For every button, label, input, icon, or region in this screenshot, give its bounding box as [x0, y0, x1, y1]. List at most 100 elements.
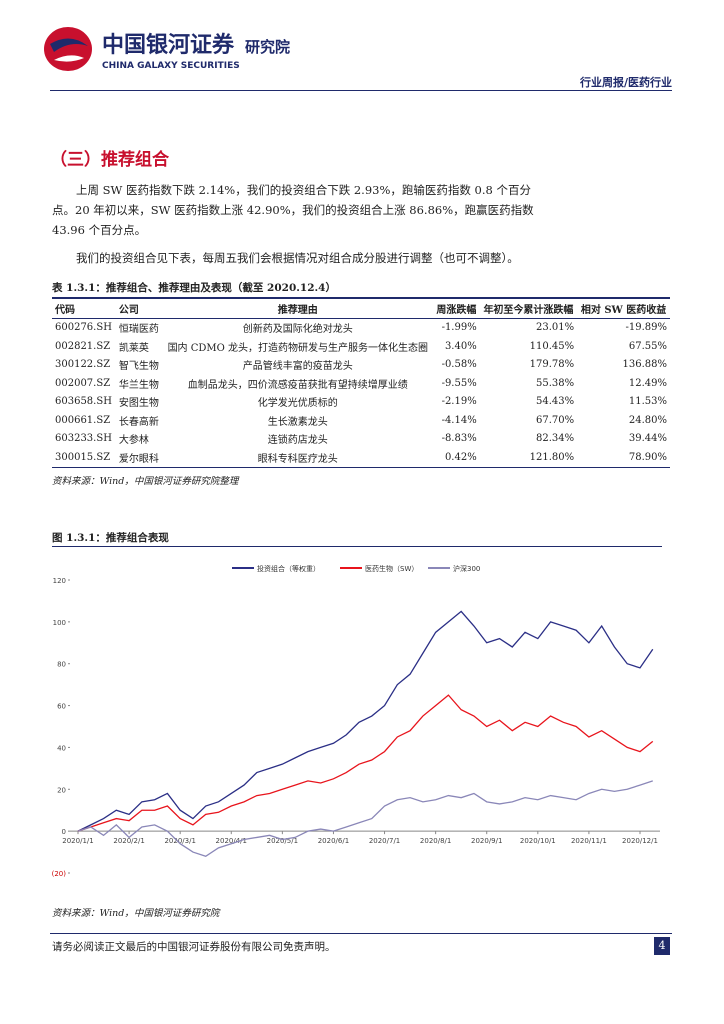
table-cell: -4.14% [441, 414, 477, 426]
table-cell: 生长激素龙头 [267, 416, 328, 428]
column-header: 推荐理由 [162, 297, 434, 319]
table-row: 002007.SZ 华兰生物 血制品龙头，四价流感疫苗获批有望持续增厚业绩 -9.55… [52, 374, 670, 393]
legend-label: 医药生物（SW） [365, 564, 418, 573]
x-tick-label: 2020/1/1 [62, 837, 93, 845]
table-cell: 0.42% [433, 448, 480, 468]
column-header: 相对 SW 医药收益 [577, 297, 670, 319]
figure-caption: 图 1.3.1：推荐组合表现 [52, 532, 169, 544]
y-tick-label: 60 [57, 703, 66, 711]
y-tick-label: 40 [57, 744, 66, 752]
table-cell: 连锁药店龙头 [267, 435, 328, 447]
logo-swoosh [54, 55, 84, 62]
table-cell: 创新药及国际化绝对龙头 [242, 324, 353, 336]
table-row: 000661.SZ 长春高新 生长激素龙头 -4.14% 67.70% 24.80% [52, 411, 670, 430]
table-cell: -2.19% [441, 396, 477, 408]
table-cell: 600276.SH [55, 322, 112, 334]
series-line [77, 780, 653, 857]
x-tick-label: 2020/11/1 [571, 837, 607, 845]
header-rule [50, 90, 672, 91]
table-cell: 136.88% [622, 359, 668, 371]
footer-rule [50, 933, 672, 934]
table-cell: 603658.SH [55, 396, 112, 408]
source: 资料来源：Wind，中国银河证券研究院 [52, 908, 220, 919]
table-cell: 智飞生物 [118, 361, 159, 373]
table-cell: 大参林 [118, 435, 149, 447]
table-cell: 002007.SZ [55, 377, 111, 389]
table-cell: 化学发光优质标的 [257, 398, 338, 410]
column-header: 代码 [52, 297, 116, 319]
table-cell: 110.45% [529, 340, 575, 352]
legend-label: 投资组合（等权重） [257, 564, 320, 573]
table-cell: -0.58% [441, 359, 477, 371]
legend-label: 沪深300 [453, 564, 480, 573]
x-tick-label: 2020/7/1 [369, 837, 400, 845]
y-tick-label: 0 [62, 828, 66, 836]
logo-en: CHINA GALAXY SECURITIES [102, 61, 240, 71]
table-cell: 54.43% [536, 396, 575, 408]
table-cell: 603233.SH [55, 433, 112, 445]
table-cell: 121.80% [479, 448, 578, 468]
x-tick-label: 2020/9/1 [471, 837, 502, 845]
table-cell: 002821.SZ [55, 340, 111, 352]
y-tick-label: 120 [53, 577, 66, 585]
table-cell: 爱尔眼科 [115, 448, 163, 468]
series-line [77, 694, 654, 832]
x-tick-label: 2020/2/1 [113, 837, 144, 845]
table-row: 603658.SH 安图生物 化学发光优质标的 -2.19% 54.43% 11.53% [52, 393, 670, 412]
table-cell: 23.01% [536, 322, 575, 334]
table-cell: 39.44% [628, 433, 667, 445]
table-cell: 78.90% [577, 448, 670, 468]
x-tick-label: 2020/5/1 [267, 837, 298, 845]
paragraph: 我们的投资组合见下表，每周五我们会根据情况对组合成分股进行调整（也可不调整）。 [76, 251, 519, 265]
table-cell: -1.99% [441, 322, 477, 334]
table-cell: 国内 CDMO 龙头，打造药物研发与生产服务一体化生态圈 [167, 342, 429, 354]
table-caption: 表 1.3.1：推荐组合、推荐理由及表现（截至 2020.12.4） [52, 282, 336, 294]
report-type: 行业周报/医药行业 [579, 76, 672, 89]
table-cell: 产品管线丰富的疫苗龙头 [242, 361, 353, 373]
table-cell: 55.38% [536, 377, 575, 389]
table-cell: -19.89% [625, 322, 667, 334]
y-tick-label: (20) [52, 870, 67, 878]
logo-swoosh [50, 38, 88, 52]
table-cell: 长春高新 [118, 416, 159, 428]
table-cell: 82.34% [536, 433, 575, 445]
table-cell: 11.53% [628, 396, 667, 408]
table-cell: 华兰生物 [118, 379, 159, 391]
table-row: 002821.SZ 凯莱英 国内 CDMO 龙头，打造药物研发与生产服务一体化生态圈… [52, 337, 670, 356]
table-cell: 凯莱英 [118, 342, 149, 354]
table-cell: 67.55% [628, 340, 667, 352]
table-row: 600276.SH 恒瑞医药 创新药及国际化绝对龙头 -1.99% 23.01% -19.… [52, 318, 670, 337]
table-cell: -9.55% [441, 377, 477, 389]
figure-rule [52, 546, 662, 547]
table-row: 300122.SZ 智飞生物 产品管线丰富的疫苗龙头 -0.58% 179.78% 136… [52, 356, 670, 375]
y-tick-label: 20 [57, 786, 66, 794]
x-tick-label: 2020/10/1 [520, 837, 556, 845]
table-cell: 67.70% [536, 414, 575, 426]
table-cell: 000661.SZ [55, 414, 111, 426]
series-line [77, 610, 654, 832]
y-tick-label: 100 [53, 619, 66, 627]
x-tick-label: 2020/6/1 [318, 837, 349, 845]
logo-institute: 研究院 [245, 38, 290, 56]
table-cell: 眼科专科医疗龙头 [162, 448, 434, 468]
logo: 中国银河证券 CHINA GALAXY SECURITIES 研究院 [44, 27, 290, 71]
table-cell: 12.49% [628, 377, 667, 389]
x-tick-label: 2020/8/1 [420, 837, 451, 845]
table-row: 603233.SH 大参林 连锁药店龙头 -8.83% 82.34% 39.44% [52, 430, 670, 449]
table-cell: 安图生物 [118, 398, 159, 410]
y-tick-label: 80 [57, 661, 66, 669]
table-cell: -8.83% [441, 433, 477, 445]
x-tick-label: 2020/12/1 [622, 837, 658, 845]
table-cell: 300015.SZ [52, 448, 116, 468]
page-number: 4 [654, 937, 670, 955]
logo-mark [44, 27, 92, 71]
logo-name: 中国银河证券 [102, 32, 235, 58]
x-tick-label: 2020/3/1 [164, 837, 195, 845]
table-header-row: 代码 公司 推荐理由 周涨跌幅 年初至今累计涨跌幅 相对 SW 医药收益 [52, 297, 670, 319]
disclaimer: 请务必阅读正文最后的中国银河证券股份有限公司免责声明。 [52, 941, 336, 953]
column-header: 年初至今累计涨跌幅 [479, 297, 578, 319]
table-cell: 300122.SZ [55, 359, 111, 371]
table-cell: 3.40% [444, 340, 477, 352]
section-title: （三）推荐组合 [50, 150, 169, 170]
